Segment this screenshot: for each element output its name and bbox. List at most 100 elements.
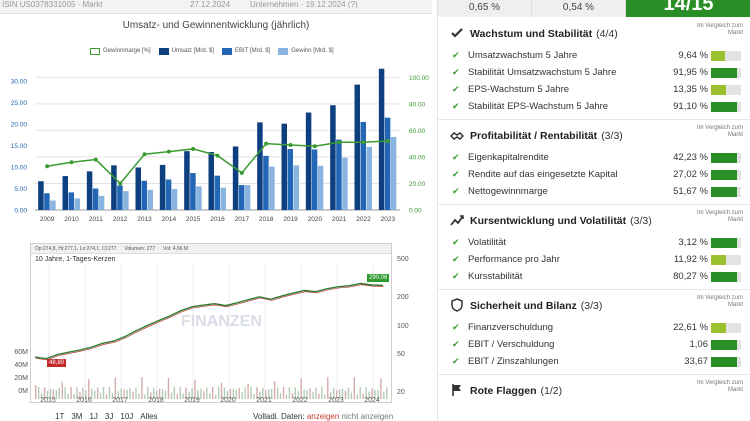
metric-row[interactable]: ✔ EBIT / Zinszahlungen 33,67 xyxy=(438,354,750,371)
metric-rating-bar xyxy=(711,340,741,350)
section-title: Rote Flaggen (1/2) xyxy=(470,385,562,397)
volume-bar xyxy=(135,387,137,399)
bar-ebit xyxy=(190,173,196,210)
legend-label: EBIT [Mrd. $] xyxy=(235,48,271,54)
volume-bar xyxy=(291,393,294,399)
metric-label: Volatilität xyxy=(468,237,507,248)
range-button-10j[interactable]: 10J xyxy=(120,412,134,421)
section-divider xyxy=(438,374,750,375)
volume-bar xyxy=(244,387,246,399)
volume-bar xyxy=(300,378,302,399)
bar-umsatz xyxy=(38,181,44,210)
bar-umsatz xyxy=(257,122,263,210)
metric-row[interactable]: ✔ EPS-Wachstum 5 Jahre 13,35 % xyxy=(438,82,750,99)
volume-bar xyxy=(88,379,90,399)
metric-row[interactable]: ✔ Stabilität EPS-Wachstum 5 Jahre 91,10 % xyxy=(438,99,750,116)
price-axis-tick: 500 xyxy=(397,256,409,263)
volume-bar xyxy=(377,389,379,399)
volume-bar xyxy=(85,390,87,399)
volume-bar xyxy=(108,387,111,399)
hide-data-link[interactable]: nicht anzeigen xyxy=(341,412,394,421)
section-check: Wachstum und Stabilität (4/4) Im Vergleich… xyxy=(438,20,750,116)
volume-bar xyxy=(114,377,117,399)
bar-umsatz xyxy=(281,123,287,210)
metric-row[interactable]: ✔ Finanzverschuldung 22,61 % xyxy=(438,320,750,337)
volume-bar xyxy=(338,389,341,399)
volume-note-prefix: Volladi. Daten: xyxy=(253,412,305,421)
checkmark-icon: ✔ xyxy=(452,322,460,332)
volume-bar xyxy=(262,388,264,399)
checkmark-icon: ✔ xyxy=(452,50,460,60)
metric-rating-bar xyxy=(711,85,741,95)
metric-row[interactable]: ✔ Stabilität Umsatzwachstum 5 Jahre 91,95 … xyxy=(438,65,750,82)
bar-umsatz xyxy=(86,171,93,210)
metric-row[interactable]: ✔ Eigenkapitalrendite 42,23 % xyxy=(438,150,750,167)
watermark-logo: FINANZEN xyxy=(181,313,262,330)
header-cell-1: 0,65 % xyxy=(438,0,532,17)
section-title-text: Wachstum und Stabilität xyxy=(470,28,593,40)
left-axis-tick: 20.00 xyxy=(11,122,28,129)
metric-row[interactable]: ✔ Volatilität 3,12 % xyxy=(438,235,750,252)
left-axis-tick: 10.00 xyxy=(11,165,28,172)
metric-row[interactable]: ✔ Kursstabilität 80,27 % xyxy=(438,269,750,286)
section-divider xyxy=(438,119,750,120)
price-axis-tick: 100 xyxy=(397,322,409,330)
volume-bar xyxy=(73,394,75,399)
section-header[interactable]: Sicherheit und Bilanz (3/3) Im Vergleich z… xyxy=(438,292,750,320)
metric-rating-fill xyxy=(711,323,726,333)
volume-bar xyxy=(282,387,285,399)
bar-gewinn xyxy=(390,137,397,210)
show-data-link[interactable]: anzeigen xyxy=(306,412,340,421)
volume-bar xyxy=(99,392,102,399)
range-button-3j[interactable]: 3J xyxy=(104,412,114,421)
range-button-alles[interactable]: Alles xyxy=(140,412,158,421)
trend-icon xyxy=(450,213,464,227)
volume-bar xyxy=(200,388,202,399)
metric-row[interactable]: ✔ EBIT / Verschuldung 1,06 xyxy=(438,337,750,354)
stock-x-tick: 2022 xyxy=(292,397,308,404)
compare-label: Im Vergleich zum Markt xyxy=(696,210,743,223)
range-button-1j[interactable]: 1J xyxy=(89,412,98,421)
volume-bar xyxy=(362,393,364,399)
section-trend: Kursentwicklung und Volatilität (3/3) Im V… xyxy=(438,207,750,286)
left-axis-tick: 5.00 xyxy=(14,186,27,193)
high-price-badge: 290,06 xyxy=(367,273,390,282)
bar-gewinn xyxy=(366,146,372,210)
metric-rating-fill xyxy=(711,187,737,197)
section-header[interactable]: Profitabilität / Rentabilität (3/3) Im Ver… xyxy=(438,122,750,150)
section-header[interactable]: Wachstum und Stabilität (4/4) Im Vergleich… xyxy=(438,20,750,48)
legend-label: Umsatz [Mrd. $] xyxy=(171,48,215,54)
x-tick-label: 2011 xyxy=(89,216,103,223)
stock-price-plot[interactable]: FINANZEN xyxy=(31,244,393,404)
bar-umsatz xyxy=(62,176,68,210)
metric-value: 22,61 % xyxy=(673,322,708,333)
metric-rating-fill xyxy=(711,238,737,248)
stock-chart[interactable]: FINANZEN Op:274,8, Hi:277,1, Lo:274,1, C… xyxy=(30,243,392,403)
metric-value: 91,95 % xyxy=(673,67,708,78)
metric-row[interactable]: ✔ Nettogewinnmarge 51,67 % xyxy=(438,184,750,201)
volume-bar xyxy=(129,388,131,399)
x-tick-label: 2009 xyxy=(40,216,55,223)
metric-label: Stabilität EPS-Wachstum 5 Jahre xyxy=(468,101,609,112)
metric-rating-fill xyxy=(711,357,737,367)
checkmark-icon: ✔ xyxy=(452,271,460,281)
metric-label: EBIT / Zinszahlungen xyxy=(468,356,559,367)
metric-row[interactable]: ✔ Rendite auf das eingesetzte Kapital 27,0… xyxy=(438,167,750,184)
volume-bar xyxy=(46,391,49,399)
volume-bar xyxy=(37,387,40,399)
metric-row[interactable]: ✔ Performance pro Jahr 11,92 % xyxy=(438,252,750,269)
bar-gewinn xyxy=(196,186,202,210)
range-button-3m[interactable]: 3M xyxy=(71,412,83,421)
volume-bar xyxy=(247,384,249,399)
volume-bar xyxy=(380,378,382,399)
volume-axis-tick: 40M xyxy=(14,362,28,369)
bar-ebit xyxy=(311,149,318,210)
section-header[interactable]: Kursentwicklung und Volatilität (3/3) Im V… xyxy=(438,207,750,235)
range-button-1t[interactable]: 1T xyxy=(55,412,65,421)
left-axis-tick: 30.00 xyxy=(11,79,28,86)
low-price-badge: 48,80 xyxy=(47,359,67,368)
section-header[interactable]: Rote Flaggen (1/2) Im Vergleich zum Markt xyxy=(438,377,750,405)
metric-row[interactable]: ✔ Umsatzwachstum 5 Jahre 9,64 % xyxy=(438,48,750,65)
volume-bar xyxy=(309,388,311,399)
right-axis-tick: 80.00 xyxy=(409,101,426,108)
